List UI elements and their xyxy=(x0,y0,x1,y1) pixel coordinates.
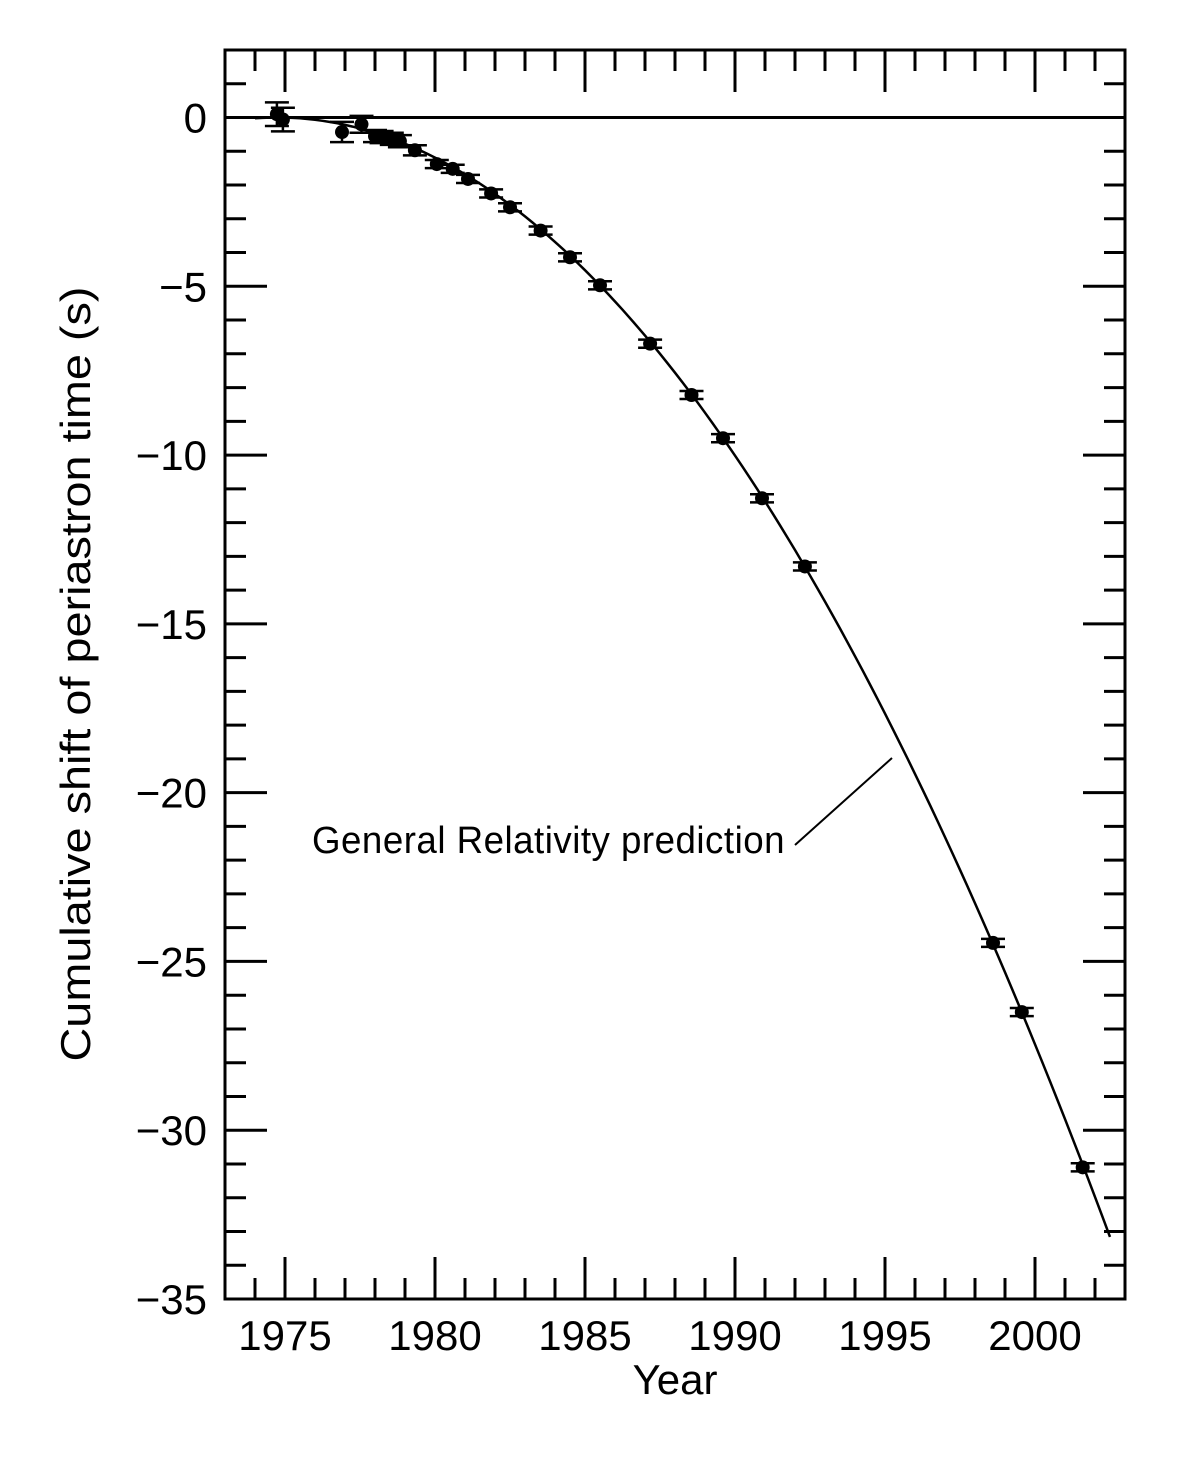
annotation-leader-line xyxy=(794,757,893,846)
y-tick-label: −5 xyxy=(159,263,207,310)
y-tick-label: −10 xyxy=(136,432,207,479)
data-point xyxy=(461,171,475,186)
y-tick-label: −25 xyxy=(136,938,207,985)
data-point xyxy=(1075,1160,1090,1175)
data-point xyxy=(445,161,460,176)
y-tick-label: 0 xyxy=(184,95,207,142)
data-point xyxy=(563,250,577,265)
data-point xyxy=(503,200,517,215)
data-point xyxy=(275,112,290,127)
data-point xyxy=(429,157,444,172)
y-axis-label: Cumulative shift of periastron time (s) xyxy=(52,287,99,1062)
x-tick-label: 1980 xyxy=(388,1312,481,1359)
x-tick-label: 1985 xyxy=(538,1312,631,1359)
data-point xyxy=(354,117,369,132)
plot-border xyxy=(223,48,1127,1301)
data-point xyxy=(1014,1005,1029,1020)
axis-ticks xyxy=(225,50,1125,1299)
y-tick-label: −30 xyxy=(136,1107,207,1154)
data-point xyxy=(643,336,658,351)
data-point xyxy=(986,935,1000,950)
data-point xyxy=(755,491,769,506)
data-point xyxy=(593,278,607,293)
data-point xyxy=(684,387,699,402)
x-tick-label: 2000 xyxy=(988,1312,1081,1359)
data-point xyxy=(407,143,422,158)
data-point xyxy=(797,559,812,574)
gr-prediction-label: General Relativity prediction xyxy=(312,820,785,862)
x-axis-label: Year xyxy=(633,1356,718,1403)
x-tick-label: 1990 xyxy=(688,1312,781,1359)
axis-tick-labels: 1975 1980 1985 1990 1995 2000 0 −5 −10 −15 −20 −25 −… xyxy=(136,95,1082,1359)
y-tick-label: −15 xyxy=(136,601,207,648)
data-point xyxy=(335,125,349,140)
x-tick-label: 1995 xyxy=(838,1312,931,1359)
data-point xyxy=(484,186,499,201)
data-point xyxy=(716,431,730,446)
y-tick-label: −35 xyxy=(136,1276,207,1323)
x-tick-label: 1975 xyxy=(238,1312,331,1359)
data-points xyxy=(264,101,1095,1175)
data-point xyxy=(533,223,548,238)
y-tick-label: −20 xyxy=(136,770,207,817)
